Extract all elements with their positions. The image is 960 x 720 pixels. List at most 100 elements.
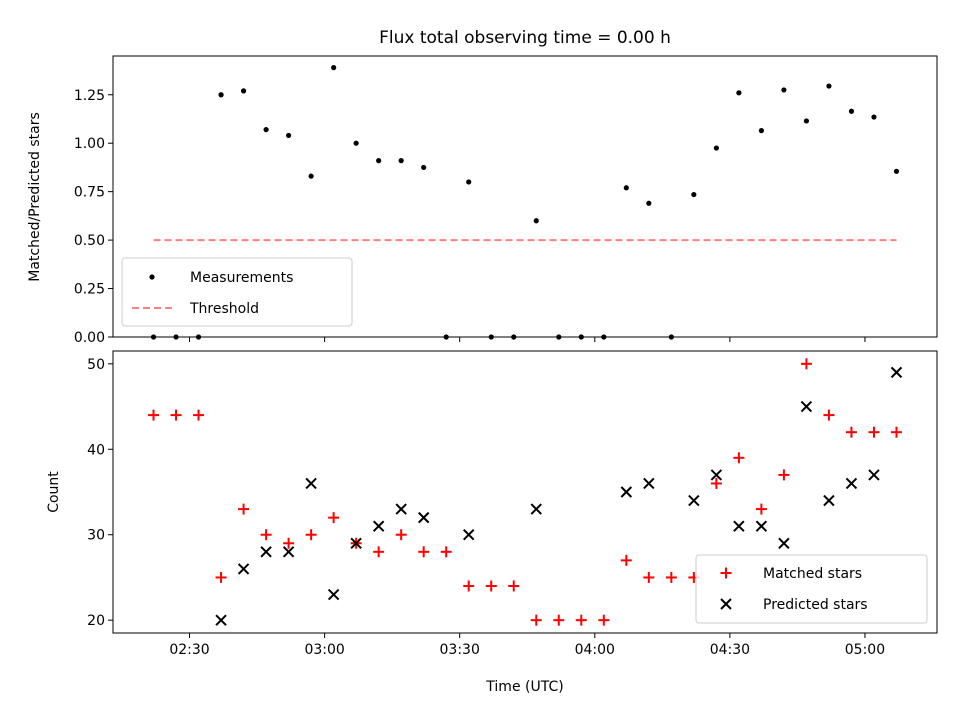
predicted-stars-point — [710, 469, 723, 481]
predicted-stars-point — [327, 588, 340, 601]
measurement-point — [331, 65, 337, 71]
measurement-point — [353, 140, 359, 146]
legend-marker-predicted-stars — [720, 598, 732, 610]
measurement-point — [781, 87, 787, 93]
bottom-x-tick-label: 03:30 — [440, 642, 480, 658]
legend-label-threshold: Threshold — [189, 301, 259, 317]
matched-stars-point — [800, 358, 812, 370]
predicted-stars-point — [395, 503, 407, 515]
matched-stars-point — [440, 546, 452, 558]
measurement-point — [533, 218, 539, 224]
predicted-stars-point — [530, 503, 542, 515]
bottom-axes-frame — [112, 350, 938, 634]
matched-stars-point — [553, 614, 565, 626]
measurement-point — [398, 158, 404, 164]
measurement-point — [263, 127, 269, 133]
top-y-tick-label: 0.75 — [74, 185, 105, 201]
measurement-point — [376, 158, 382, 164]
matched-stars-point — [485, 580, 497, 592]
bottom-x-tick-label: 04:30 — [710, 642, 750, 658]
top-y-tick-label: 0.25 — [74, 282, 105, 298]
matched-stars-point — [193, 409, 205, 421]
bottom-x-axis-label: Time (UTC) — [485, 679, 563, 695]
top-y-tick-label: 1.25 — [74, 88, 105, 104]
top-y-tick-label: 1.00 — [74, 136, 105, 152]
top-x-ticks — [189, 337, 866, 342]
matched-stars-point — [170, 409, 182, 421]
predicted-stars-point — [350, 537, 362, 549]
measurement-point — [466, 179, 472, 185]
measurement-point — [713, 145, 719, 151]
matched-stars-point — [845, 426, 857, 438]
bottom-x-tick-label: 04:00 — [575, 642, 615, 658]
bottom-x-ticks: 02:30 03:00 03:30 04:00 04:30 05:00 — [169, 633, 885, 658]
bottom-y-tick-label: 40 — [87, 442, 105, 458]
matched-stars-point — [215, 571, 227, 583]
predicted-stars-point — [237, 563, 250, 575]
bottom-x-tick-label: 05:00 — [845, 642, 885, 658]
matched-stars-point — [148, 409, 160, 421]
top-y-tick-label: 0.00 — [74, 330, 105, 346]
matched-stars-point — [238, 503, 250, 515]
measurement-point — [803, 118, 810, 124]
predicted-stars-point — [733, 520, 745, 532]
measurement-point — [286, 132, 292, 139]
predicted-stars-point — [215, 614, 227, 626]
legend-label-predicted-stars: Predicted stars — [763, 597, 868, 613]
legend-label-matched-stars: Matched stars — [763, 566, 862, 582]
matched-stars-point — [283, 537, 295, 549]
matched-stars-point — [755, 503, 767, 515]
predicted-stars-point — [823, 494, 835, 507]
measurement-point — [308, 173, 314, 179]
measurement-point — [893, 168, 900, 174]
matched-stars-point — [868, 426, 880, 438]
top-chart-title: Flux total observing time = 0.00 h — [379, 28, 671, 48]
matched-stars-point — [305, 529, 317, 541]
matched-stars-point — [418, 546, 430, 558]
measurement-point — [758, 128, 764, 134]
top-panel: Flux total observing time = 0.00 h Match… — [27, 28, 938, 346]
matched-stars-point — [463, 580, 475, 592]
matched-stars-point — [665, 571, 677, 583]
predicted-stars-point — [417, 511, 430, 524]
bottom-legend: Matched stars Predicted stars — [695, 554, 928, 624]
bottom-x-tick-label: 03:00 — [304, 642, 344, 658]
measurement-point — [826, 83, 832, 89]
predicted-stars-point — [845, 477, 858, 490]
matched-stars-point — [733, 452, 745, 464]
matched-stars-point — [710, 477, 722, 489]
measurement-point — [421, 164, 427, 171]
top-axes-frame — [112, 55, 938, 338]
measurement-point — [240, 88, 247, 94]
predicted-stars-point — [868, 469, 880, 481]
matched-stars-point — [823, 409, 835, 421]
top-y-axis-label: Matched/Predicted stars — [27, 112, 43, 282]
matched-stars-point — [328, 512, 340, 524]
bottom-legend-box — [695, 554, 928, 624]
top-y-ticks: 0.00 0.25 0.50 0.75 1.00 1.25 — [74, 88, 113, 346]
matched-stars-point — [508, 580, 520, 592]
predicted-stars-point — [643, 477, 655, 490]
matched-stars-point — [643, 571, 655, 583]
matched-stars-point — [598, 614, 610, 626]
measurement-point — [871, 114, 877, 120]
top-plot-area — [150, 65, 900, 340]
matched-stars-point — [620, 554, 632, 566]
top-legend: Measurements Threshold — [121, 257, 353, 327]
matched-stars-point — [575, 614, 587, 626]
top-legend-box — [121, 257, 353, 327]
top-y-tick-label: 0.50 — [74, 233, 105, 249]
bottom-y-axis-label: Count — [46, 471, 62, 513]
predicted-stars-point — [282, 546, 295, 558]
legend-label-measurements: Measurements — [190, 270, 293, 286]
predicted-stars-point — [260, 546, 272, 558]
predicted-stars-point — [463, 529, 475, 541]
predicted-stars-point — [620, 486, 633, 498]
measurement-point — [736, 90, 742, 96]
bottom-y-tick-label: 30 — [87, 528, 105, 544]
predicted-stars-point — [688, 494, 700, 507]
bottom-y-ticks: 20 30 40 50 — [87, 357, 113, 629]
predicted-stars-point — [305, 477, 317, 490]
predicted-stars-point — [800, 400, 813, 413]
